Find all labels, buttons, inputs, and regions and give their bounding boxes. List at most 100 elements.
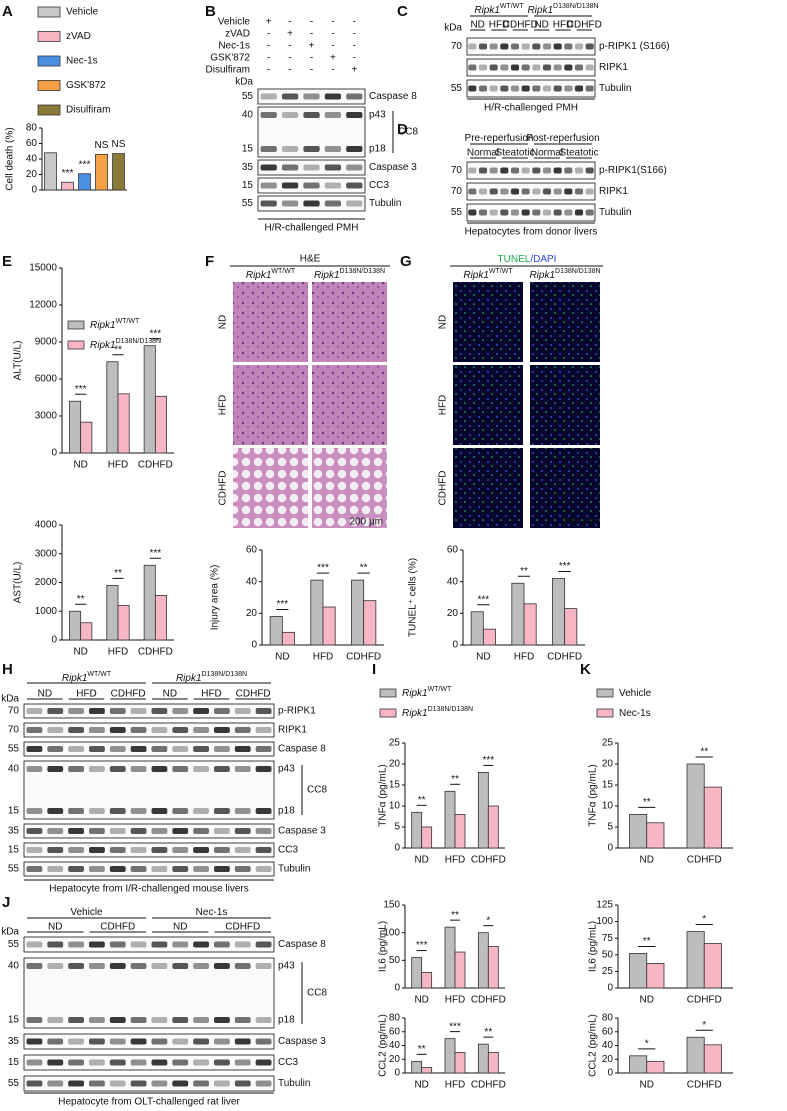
x-tick-label: ND <box>640 855 654 866</box>
y-tick-label: 6000 <box>35 374 58 385</box>
significance: ** <box>418 1044 426 1055</box>
band <box>26 808 43 814</box>
bar <box>143 345 156 454</box>
group-label: Pre-reperfusion <box>465 133 534 144</box>
panel-letter: D <box>397 121 408 138</box>
kda-marker: 55 <box>242 91 254 102</box>
kda-marker: 15 <box>8 806 20 817</box>
band <box>193 1080 209 1087</box>
significance: ** <box>360 563 368 574</box>
significance: ** <box>114 344 122 355</box>
treatment-sign: - <box>267 65 270 76</box>
y-axis-label: IL6 (pg/mL) <box>588 921 599 972</box>
bar <box>523 603 537 646</box>
band-label: p43 <box>369 110 386 121</box>
blot-strip <box>23 842 275 858</box>
blot-strip <box>23 861 275 877</box>
band <box>214 1017 230 1023</box>
title-part: TUNEL <box>498 254 531 265</box>
band <box>151 941 168 948</box>
lane-group-label: HFD <box>489 20 510 31</box>
y-axis-label: AST(U/L) <box>13 562 24 604</box>
legend-swatch <box>37 6 61 18</box>
band <box>193 746 209 752</box>
lane-group-label: CDHFD <box>225 922 260 933</box>
treatment-sign: - <box>310 65 313 76</box>
band <box>468 209 477 216</box>
y-tick-label: 0 <box>394 843 400 854</box>
band <box>489 167 498 174</box>
band <box>68 727 84 733</box>
band <box>478 85 488 92</box>
band <box>172 963 189 969</box>
x-tick-label: CDHFD <box>471 855 506 866</box>
band <box>151 766 168 772</box>
band <box>281 200 299 207</box>
row-label: CDHFD <box>218 471 229 506</box>
band <box>214 1038 230 1045</box>
column-header: Ripk1WT/WT <box>246 268 296 281</box>
legend-swatch <box>37 55 61 67</box>
y-tick-label: 50 <box>389 955 401 966</box>
band <box>109 941 126 948</box>
bar <box>487 805 499 849</box>
bar <box>477 932 489 989</box>
bar <box>686 763 705 849</box>
x-tick-label: ND <box>414 855 428 866</box>
band <box>255 1059 272 1066</box>
y-tick-label: 15000 <box>29 263 57 274</box>
band <box>346 200 363 207</box>
blot-strip <box>23 760 275 820</box>
band <box>500 43 509 50</box>
y-tick-label: 0 <box>452 640 458 651</box>
band <box>585 188 594 195</box>
legend-label-sup: D138N/D138N <box>428 706 474 713</box>
blot-strip <box>23 1033 275 1050</box>
band-label: p-RIPK1 <box>278 706 316 717</box>
y-tick-label: 20 <box>26 169 38 180</box>
band <box>510 43 520 50</box>
kda-marker: 35 <box>8 826 20 837</box>
kda-unit: kDa <box>1 927 19 938</box>
band <box>172 828 189 834</box>
band <box>574 188 584 195</box>
bar <box>44 152 57 191</box>
band <box>564 43 573 50</box>
significance: ** <box>643 936 651 947</box>
bar <box>629 953 648 989</box>
y-tick-label: 40 <box>389 1040 401 1051</box>
bar <box>487 946 499 989</box>
legend-swatch <box>596 688 614 698</box>
significance: *** <box>276 599 288 610</box>
band <box>281 112 299 118</box>
group-label-sup: D138N/D138N <box>202 671 248 678</box>
significance: ** <box>643 797 651 808</box>
band <box>89 1080 105 1087</box>
band <box>26 708 43 714</box>
legend-label-name: Ripk1 <box>90 340 116 351</box>
group-label: Ripk1WT/WT <box>474 3 524 16</box>
micrograph <box>530 365 600 445</box>
band <box>542 85 552 92</box>
y-tick-label: 100 <box>383 927 400 938</box>
band <box>68 1059 84 1066</box>
significance: *** <box>482 755 494 766</box>
column-header-name: Ripk1 <box>246 270 272 281</box>
x-tick-label: CDHFD <box>346 652 381 663</box>
column-header-sup: D138N/D138N <box>340 268 386 275</box>
band <box>303 164 320 171</box>
x-tick-label: HFD <box>108 460 129 471</box>
band <box>478 209 488 216</box>
band <box>260 164 277 171</box>
band <box>281 146 299 152</box>
bar <box>363 600 377 646</box>
band <box>130 727 147 733</box>
band-label: p-RIPK1 (S166) <box>599 41 670 52</box>
panel-letter: A <box>2 3 13 20</box>
band <box>68 866 84 872</box>
band <box>303 112 320 118</box>
kda-marker: 35 <box>8 1036 20 1047</box>
band <box>500 209 509 216</box>
bar <box>117 393 130 454</box>
treatment-sign: - <box>267 41 270 52</box>
